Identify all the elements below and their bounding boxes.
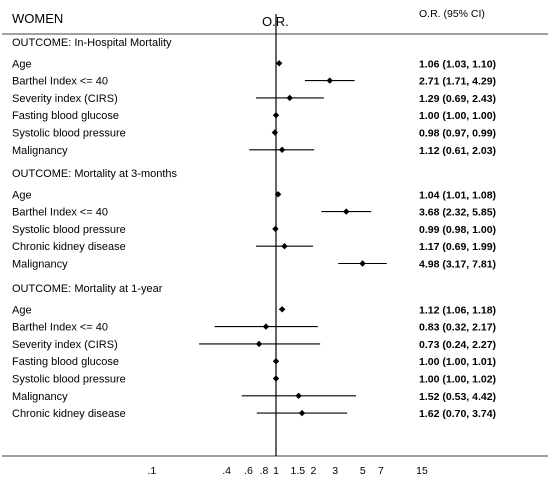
row-label: Barthel Index <= 40 [12,76,108,88]
group-header: OUTCOME: Mortality at 3-months [12,168,178,180]
point-estimate-marker [286,94,293,102]
ci-value: 1.04 (1.01, 1.08) [419,189,496,201]
x-tick-label: .8 [260,465,269,477]
row-label: Chronic kidney disease [12,241,126,253]
ci-value: 1.00 (1.00, 1.01) [419,356,496,368]
ci-value: 1.52 (0.53, 4.42) [419,391,496,403]
point-estimate-marker [298,409,306,417]
row-label: Severity index (CIRS) [12,339,118,351]
point-estimate-marker [271,129,279,136]
row-label: Malignancy [12,145,68,157]
point-estimate-marker [343,208,350,215]
rows-layer: OUTCOME: In-Hospital Mortality Age 1.06 (1… [12,37,496,420]
point-estimate-marker [272,358,280,365]
row-label: Systolic blood pressure [12,374,126,386]
row-label: Systolic blood pressure [12,224,126,236]
ci-value: 0.73 (0.24, 2.27) [419,339,496,351]
x-axis-ticks: .1 .4 .6 .8 1 1.5 2 3 5 7 15 [147,465,428,477]
row-label: Fasting blood glucose [12,356,119,368]
group-header: OUTCOME: In-Hospital Mortality [12,37,172,49]
point-estimate-marker [275,60,283,67]
ci-value: 1.12 (1.06, 1.18) [419,304,496,316]
row-label: Malignancy [12,259,68,271]
ci-value: 1.12 (0.61, 2.03) [419,145,496,157]
row-label: Age [12,58,32,70]
point-estimate-marker [326,77,333,84]
ci-value: 1.62 (0.70, 3.74) [419,408,496,420]
ci-value: 0.99 (0.98, 1.00) [419,224,496,236]
row-label: Age [12,189,32,201]
point-estimate-marker [272,112,280,119]
x-tick-label: 7 [378,465,384,477]
row-label: Chronic kidney disease [12,408,126,420]
row-label: Malignancy [12,391,68,403]
group-header: OUTCOME: Mortality at 1-year [12,283,163,295]
ci-value: 1.00 (1.00, 1.02) [419,374,496,386]
axis-title: O.R. [262,14,289,29]
x-tick-label: 5 [360,465,366,477]
row-label: Systolic blood pressure [12,128,126,140]
x-tick-label: .1 [147,465,156,477]
x-tick-label: 1.5 [291,465,306,477]
ci-value: 1.00 (1.00, 1.00) [419,110,496,122]
x-tick-label: .6 [244,465,253,477]
x-tick-label: 3 [332,465,338,477]
row-label: Barthel Index <= 40 [12,322,108,334]
x-tick-label: 2 [310,465,316,477]
ci-value: 1.29 (0.69, 2.43) [419,93,496,105]
x-tick-label: 15 [416,465,428,477]
ci-value: 1.06 (1.03, 1.10) [419,58,496,70]
point-estimate-marker [262,323,270,330]
ci-column-header: O.R. (95% CI) [419,8,485,20]
ci-value: 1.17 (0.69, 1.99) [419,241,496,253]
point-estimate-marker [272,225,279,233]
x-tick-label: .4 [222,465,231,477]
point-estimate-marker [281,243,288,250]
row-label: Severity index (CIRS) [12,93,118,105]
point-estimate-marker [272,375,280,382]
point-estimate-marker [278,306,286,313]
point-estimate-marker [274,191,282,198]
point-estimate-marker [255,340,263,348]
row-label: Barthel Index <= 40 [12,207,108,219]
point-estimate-marker [295,392,302,399]
ci-value: 0.98 (0.97, 0.99) [419,128,496,140]
point-estimate-marker [359,260,366,267]
point-estimate-marker [278,146,286,153]
ci-value: 2.71 (1.71, 4.29) [419,76,496,88]
ci-value: 3.68 (2.32, 5.85) [419,207,496,219]
row-label: Age [12,304,32,316]
ci-value: 4.98 (3.17, 7.81) [419,259,496,271]
row-label: Fasting blood glucose [12,110,119,122]
chart-title: WOMEN [12,11,63,26]
ci-value: 0.83 (0.32, 2.17) [419,322,496,334]
x-tick-label: 1 [273,465,279,477]
